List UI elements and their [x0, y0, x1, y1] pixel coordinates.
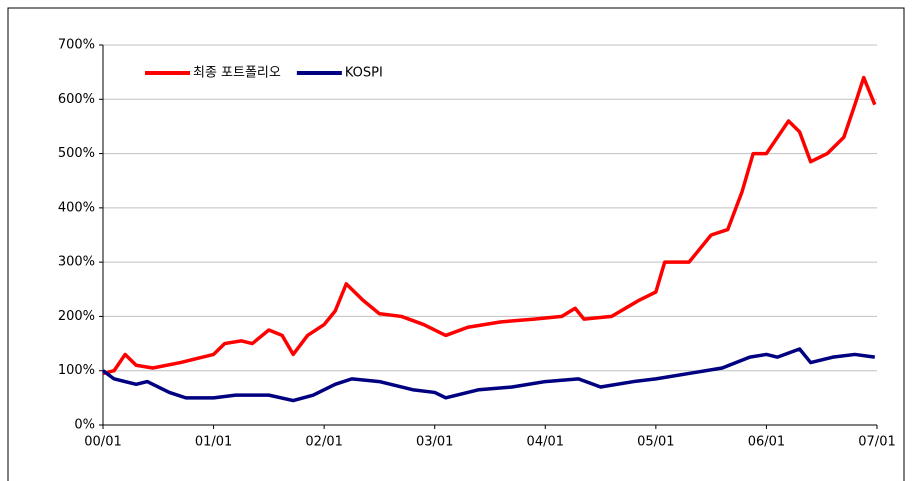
legend-label: 최종 포트폴리오	[193, 66, 281, 81]
frame	[7, 7, 905, 481]
x-tick-label: 02/01	[305, 435, 342, 450]
x-tick-label: 06/01	[748, 435, 785, 450]
x-tick-label: 05/01	[637, 435, 674, 450]
x-tick-label: 03/01	[416, 435, 453, 450]
x-tick-label: 00/01	[84, 435, 121, 450]
series-line	[102, 75, 877, 376]
x-tick-label: 04/01	[527, 435, 564, 450]
y-tick-label: 300%	[58, 255, 95, 270]
y-tick-label: 700%	[58, 38, 95, 53]
y-tick-label: 500%	[58, 146, 95, 161]
y-tick-label: 0%	[74, 418, 95, 433]
legend-label: KOSPI	[345, 66, 383, 81]
y-tick-label: 600%	[58, 92, 95, 107]
x-tick-label: 07/01	[858, 435, 895, 450]
x-tick-label: 01/01	[195, 435, 232, 450]
y-tick-label: 400%	[58, 200, 95, 215]
y-tick-label: 200%	[58, 309, 95, 324]
series-line	[101, 347, 876, 403]
y-tick-label: 100%	[58, 363, 95, 378]
